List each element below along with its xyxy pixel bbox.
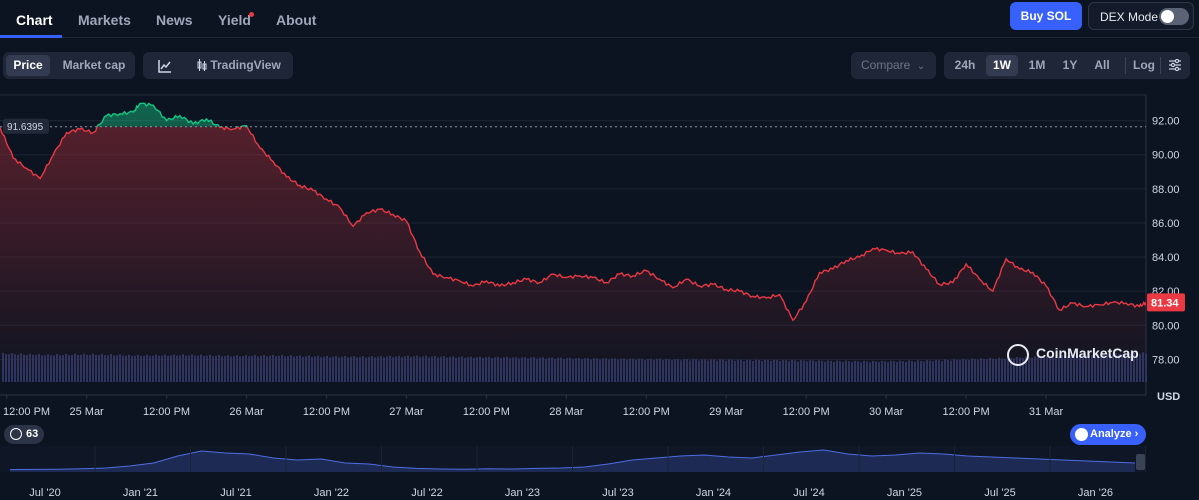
analyze-button[interactable]: Analyze › bbox=[1070, 424, 1146, 445]
y-tick-label: 84.00 bbox=[1152, 252, 1180, 264]
price-line bbox=[0, 102, 1146, 322]
y-tick-label: 78.00 bbox=[1152, 354, 1180, 366]
buy-sol-button[interactable]: Buy SOL bbox=[1010, 2, 1082, 30]
y-tick-label: 88.00 bbox=[1152, 184, 1180, 196]
navigator-x-label: Jan '26 bbox=[1078, 487, 1113, 499]
tradingview-label: TradingView bbox=[210, 58, 281, 72]
x-tick-label: 28 Mar bbox=[549, 406, 584, 418]
price-line-up bbox=[96, 102, 248, 127]
events-count: 63 bbox=[26, 428, 39, 440]
time-range-selector: 24h 1W 1M 1Y All Log bbox=[944, 52, 1190, 79]
price-chart[interactable]: 91.6395 92.0090.0088.0086.0084.0082.0080… bbox=[0, 90, 1199, 500]
line-chart-button[interactable] bbox=[147, 55, 183, 76]
dex-mode-label: DEX Mode bbox=[1100, 10, 1159, 24]
price-area-fill bbox=[0, 103, 1146, 385]
range-divider bbox=[1125, 57, 1126, 74]
log-scale-button[interactable]: Log bbox=[1133, 58, 1155, 72]
top-tab-bar: Chart Markets News Yield About bbox=[0, 0, 1199, 38]
range-divider-2 bbox=[1160, 57, 1161, 74]
navigator-handle bbox=[1136, 454, 1145, 470]
dex-toggle-switch[interactable] bbox=[1159, 8, 1189, 25]
x-tick-label: 27 Mar bbox=[389, 406, 424, 418]
x-tick-label: 25 Mar bbox=[69, 406, 104, 418]
tab-markets[interactable]: Markets bbox=[78, 12, 131, 28]
tab-news[interactable]: News bbox=[156, 12, 193, 28]
toggle-knob bbox=[1161, 10, 1174, 23]
y-axis: 92.0090.0088.0086.0084.0082.0080.0078.00… bbox=[1147, 116, 1185, 403]
navigator-area bbox=[10, 450, 1135, 472]
navigator-x-label: Jan '23 bbox=[505, 487, 540, 499]
navigator-x-label: Jan '24 bbox=[696, 487, 731, 499]
compare-label: Compare bbox=[861, 58, 911, 72]
x-tick-label: 12:00 PM bbox=[783, 406, 830, 418]
navigator-x-label: Jan '22 bbox=[314, 487, 349, 499]
reference-line: 91.6395 bbox=[0, 118, 1146, 134]
navigator-x-label: Jan '25 bbox=[887, 487, 922, 499]
range-1w[interactable]: 1W bbox=[986, 55, 1018, 76]
y-tick-label: 86.00 bbox=[1152, 218, 1180, 230]
sliders-icon bbox=[1169, 58, 1181, 72]
tradingview-button[interactable]: TradingView bbox=[189, 55, 289, 76]
range-24h[interactable]: 24h bbox=[954, 58, 976, 72]
x-tick-label: 12:00 PM bbox=[3, 406, 50, 418]
x-tick-label: 12:00 PM bbox=[463, 406, 510, 418]
x-tick-label: 12:00 PM bbox=[943, 406, 990, 418]
x-tick-label: 12:00 PM bbox=[143, 406, 190, 418]
y-tick-label: 80.00 bbox=[1152, 320, 1180, 332]
navigator-x-label: Jul '25 bbox=[984, 487, 1015, 499]
navigator-x-label: Jul '23 bbox=[602, 487, 633, 499]
chevron-right-icon: › bbox=[1134, 428, 1139, 440]
price-marketcap-toggle: Price Market cap bbox=[3, 52, 135, 79]
reference-price-label: 91.6395 bbox=[7, 122, 44, 133]
tab-about[interactable]: About bbox=[276, 12, 317, 28]
tab-chart[interactable]: Chart bbox=[16, 12, 53, 28]
dex-mode-toggle[interactable]: DEX Mode bbox=[1088, 2, 1194, 30]
compare-dropdown[interactable]: Compare ⌄ bbox=[851, 52, 936, 79]
x-axis: 12:00 PM 25 Mar 12:00 PM 26 Mar 12:00 PM 27 M… bbox=[0, 394, 1146, 418]
current-price-tag bbox=[1147, 293, 1185, 312]
navigator-x-label: Jul '21 bbox=[220, 487, 251, 499]
clock-icon bbox=[10, 428, 22, 440]
active-tab-indicator bbox=[0, 35, 62, 38]
range-all[interactable]: All bbox=[1094, 58, 1110, 72]
range-1y[interactable]: 1Y bbox=[1062, 58, 1078, 72]
y-tick-label: 92.00 bbox=[1152, 116, 1180, 128]
chevron-down-icon: ⌄ bbox=[916, 61, 926, 72]
analyze-label: Analyze bbox=[1090, 428, 1132, 440]
x-tick-label: 30 Mar bbox=[869, 406, 904, 418]
tab-yield[interactable]: Yield bbox=[218, 12, 251, 28]
x-tick-label: 12:00 PM bbox=[623, 406, 670, 418]
x-tick-label: 31 Mar bbox=[1029, 406, 1064, 418]
chart-type-toggle: TradingView bbox=[143, 52, 293, 79]
x-tick-label: 12:00 PM bbox=[303, 406, 350, 418]
yield-notification-dot bbox=[249, 12, 254, 17]
navigator-x-label: Jul '24 bbox=[793, 487, 824, 499]
price-area-below bbox=[0, 126, 1146, 385]
y-tick-label: 90.00 bbox=[1152, 150, 1180, 162]
x-tick-label: 29 Mar bbox=[709, 406, 744, 418]
current-price-label: 81.34 bbox=[1151, 297, 1179, 309]
reference-label-bg bbox=[3, 118, 49, 134]
range-1m[interactable]: 1M bbox=[1028, 58, 1046, 72]
price-area-above bbox=[0, 103, 1146, 127]
price-button[interactable]: Price bbox=[6, 55, 50, 76]
coinmarketcap-watermark: CoinMarketCap bbox=[1036, 345, 1139, 361]
events-counter-badge[interactable]: 63 bbox=[4, 425, 44, 444]
currency-label: USD bbox=[1157, 391, 1180, 403]
navigator-x-label: Jan '21 bbox=[123, 487, 158, 499]
x-tick-label: 26 Mar bbox=[229, 406, 264, 418]
navigator-x-label: Jul '22 bbox=[411, 487, 442, 499]
coinmarketcap-logo-icon bbox=[1007, 344, 1029, 366]
chart-settings-button[interactable] bbox=[1163, 55, 1187, 76]
market-cap-button[interactable]: Market cap bbox=[62, 58, 126, 72]
analyze-icon bbox=[1075, 428, 1088, 441]
navigator-x-label: Jul '20 bbox=[29, 487, 60, 499]
line-chart-icon bbox=[158, 60, 171, 73]
candlestick-icon bbox=[197, 59, 207, 71]
range-navigator[interactable]: Jul '20 Jan '21 Jul '21 Jan '22 Jul '22 Jan '… bbox=[0, 446, 1146, 499]
price-line-down bbox=[0, 126, 1146, 322]
